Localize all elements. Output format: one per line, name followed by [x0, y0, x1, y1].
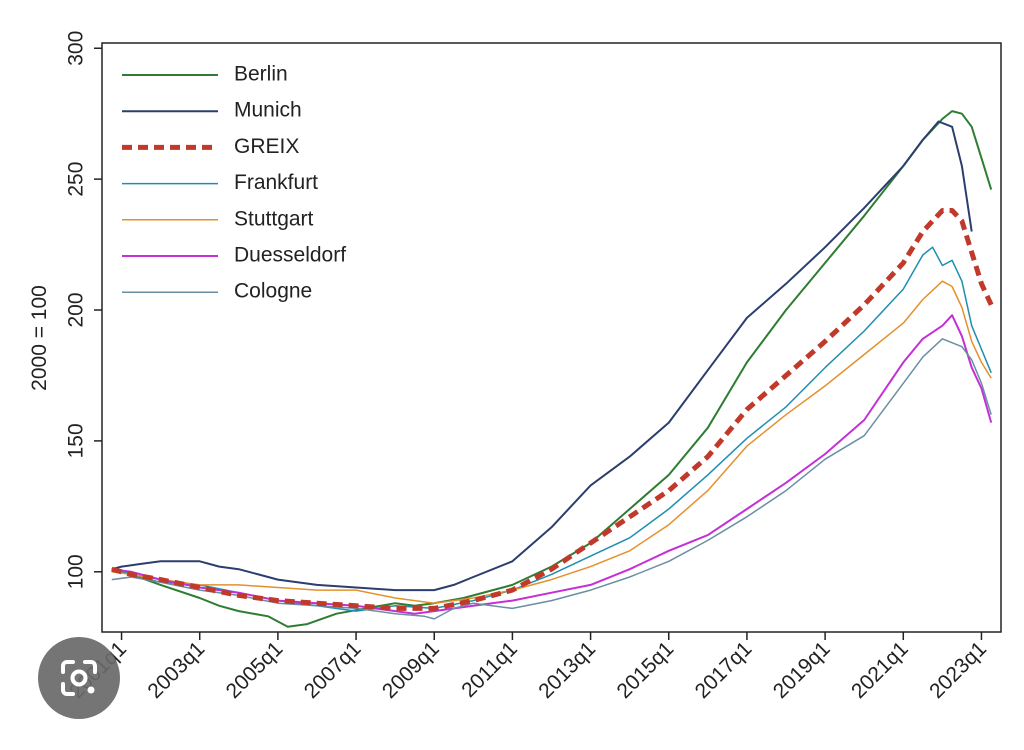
series-line-greix	[111, 208, 994, 611]
x-tick-label: 2019q1	[769, 637, 835, 703]
y-tick-label: 200	[65, 292, 88, 327]
series-layer	[111, 110, 994, 628]
x-tick-label: 2005q1	[222, 637, 288, 703]
y-tick-label: 250	[65, 162, 88, 197]
legend-label-frankfurt: Frankfurt	[234, 171, 318, 194]
y-axis: 100 150 200 250 300	[65, 31, 102, 589]
legend-label-greix: GREIX	[234, 135, 299, 158]
legend-label-berlin: Berlin	[234, 63, 288, 86]
x-tick-label: 2011q1	[457, 637, 522, 702]
x-tick-label: 2023q1	[925, 637, 991, 703]
legend: Berlin Munich GREIX Frankfurt Stuttgart Duess…	[122, 63, 346, 303]
y-tick-label: 300	[65, 31, 88, 66]
legend-label-stuttgart: Stuttgart	[234, 207, 314, 230]
y-axis-title: 2000 = 100	[28, 285, 51, 391]
series-line-stuttgart	[111, 280, 992, 604]
y-tick-label: 100	[65, 554, 88, 589]
x-axis: 2001q12003q12005q12007q12009q12011q12013…	[65, 632, 991, 703]
plot-frame	[101, 42, 1002, 633]
x-tick-label: 2003q1	[143, 637, 209, 703]
lens-search-button[interactable]	[38, 637, 120, 719]
x-tick-label: 2015q1	[612, 637, 678, 703]
legend-label-duesseldorf: Duesseldorf	[234, 244, 346, 267]
x-tick-label: 2013q1	[534, 637, 600, 703]
y-tick-label: 150	[65, 423, 88, 458]
x-tick-label: 2009q1	[378, 637, 444, 703]
legend-label-cologne: Cologne	[234, 280, 312, 303]
x-tick-label: 2021q1	[847, 637, 913, 703]
series-line-munich	[111, 120, 973, 592]
lens-search-icon	[61, 660, 97, 696]
x-tick-label: 2017q1	[691, 637, 757, 703]
x-tick-label: 2007q1	[300, 637, 366, 703]
legend-label-munich: Munich	[234, 99, 302, 122]
